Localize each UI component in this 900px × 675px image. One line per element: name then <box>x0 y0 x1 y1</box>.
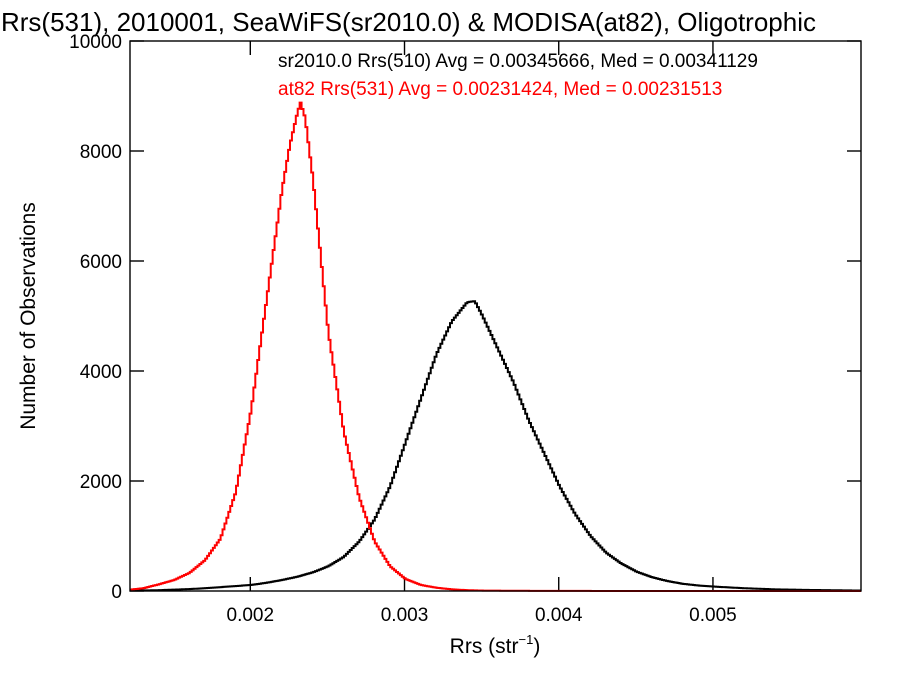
x-axis-label-end: ) <box>533 635 540 658</box>
legend-entry-sr2010: sr2010.0 Rrs(510) Avg = 0.00345666, Med … <box>278 51 758 72</box>
y-tick-label: 0 <box>111 582 122 603</box>
x-tick-label: 0.004 <box>535 605 583 626</box>
x-tick-label: 0.005 <box>689 605 737 626</box>
series-group <box>130 101 861 592</box>
chart-title: Rrs(531), 2010001, SeaWiFS(sr2010.0) & M… <box>1 7 816 37</box>
y-tick-label: 4000 <box>80 362 122 383</box>
x-axis-label-superscript: −1 <box>519 632 534 647</box>
y-tick-label: 10000 <box>69 32 122 53</box>
y-tick-label: 8000 <box>80 142 122 163</box>
x-axis-ticks: 0.002 0.003 0.004 0.005 <box>227 41 737 626</box>
legend-entry-at82: at82 Rrs(531) Avg = 0.00231424, Med = 0.… <box>278 79 722 100</box>
y-tick-label: 2000 <box>80 472 122 493</box>
plot-frame <box>129 40 862 592</box>
y-axis-label: Number of Observations <box>17 202 40 430</box>
x-tick-label: 0.003 <box>381 605 429 626</box>
x-axis-label: Rrs (str−1) <box>450 632 541 658</box>
x-axis-label-main: Rrs (str <box>450 635 519 658</box>
series-line-0 <box>130 300 861 592</box>
x-tick-label: 0.002 <box>227 605 275 626</box>
y-axis-ticks: 0 2000 4000 6000 8000 10000 <box>69 32 861 603</box>
y-tick-label: 6000 <box>80 252 122 273</box>
